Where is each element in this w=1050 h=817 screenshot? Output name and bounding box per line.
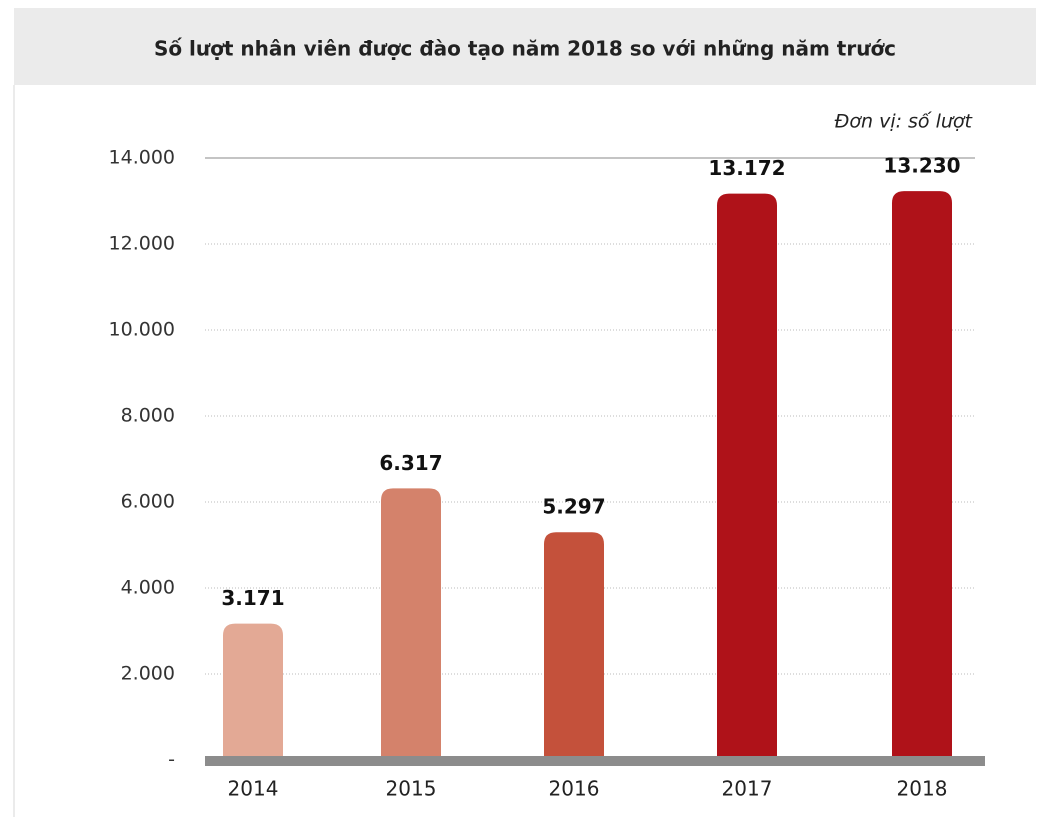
bar	[717, 193, 777, 760]
value-label: 3.171	[221, 586, 284, 610]
value-label: 13.230	[883, 154, 960, 178]
bar	[892, 191, 952, 761]
value-label: 5.297	[542, 495, 605, 519]
bar	[223, 623, 283, 760]
x-tick-label: 2015	[386, 777, 437, 801]
y-tick-label: 8.000	[121, 405, 175, 427]
x-tick-label: 2018	[897, 777, 948, 801]
y-tick-label: 6.000	[121, 491, 175, 513]
value-label: 13.172	[708, 156, 785, 180]
y-tick-label: 14.000	[109, 147, 175, 169]
bar	[381, 488, 441, 760]
y-tick-label: 10.000	[109, 319, 175, 341]
value-label: 6.317	[379, 451, 442, 475]
title-band	[14, 8, 1036, 85]
y-tick-label: -	[168, 749, 175, 771]
bar	[544, 532, 604, 760]
x-axis-base	[205, 756, 985, 766]
unit-label: Đơn vị: số lượt	[835, 111, 974, 133]
x-tick-label: 2014	[228, 777, 279, 801]
y-tick-label: 12.000	[109, 233, 175, 255]
y-tick-label: 2.000	[121, 663, 175, 685]
chart-title: Số lượt nhân viên được đào tạo năm 2018 …	[154, 37, 896, 61]
y-tick-label: 4.000	[121, 577, 175, 599]
x-tick-label: 2016	[549, 777, 600, 801]
x-tick-label: 2017	[722, 777, 773, 801]
